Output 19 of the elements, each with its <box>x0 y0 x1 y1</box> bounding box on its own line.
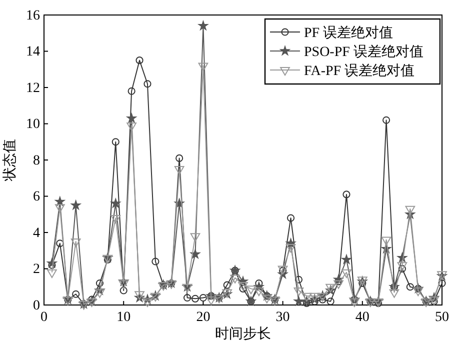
x-tick-label: 10 <box>116 310 131 325</box>
x-tick-label: 40 <box>355 310 370 325</box>
y-tick-label: 4 <box>33 226 40 241</box>
y-tick-label: 14 <box>26 44 40 60</box>
y-tick-label: 0 <box>33 298 40 314</box>
y-tick-label: 16 <box>26 8 40 24</box>
x-tick-label: 30 <box>276 310 290 325</box>
y-tick-label: 8 <box>33 153 40 168</box>
y-tick-label: 6 <box>33 190 40 205</box>
legend-label: FA-PF 误差绝对值 <box>304 63 415 79</box>
legend-label: PSO-PF 误差绝对值 <box>304 44 424 60</box>
legend-label: PF 误差绝对值 <box>304 25 394 41</box>
x-tick-label: 20 <box>196 310 210 325</box>
y-tick-label: 12 <box>26 80 40 96</box>
y-tick-label: 2 <box>33 262 40 278</box>
x-tick-label: 50 <box>435 310 449 325</box>
x-axis-title: 时间步长 <box>215 326 271 342</box>
y-tick-label: 10 <box>26 117 40 132</box>
y-axis-title: 状态值 <box>2 139 18 182</box>
